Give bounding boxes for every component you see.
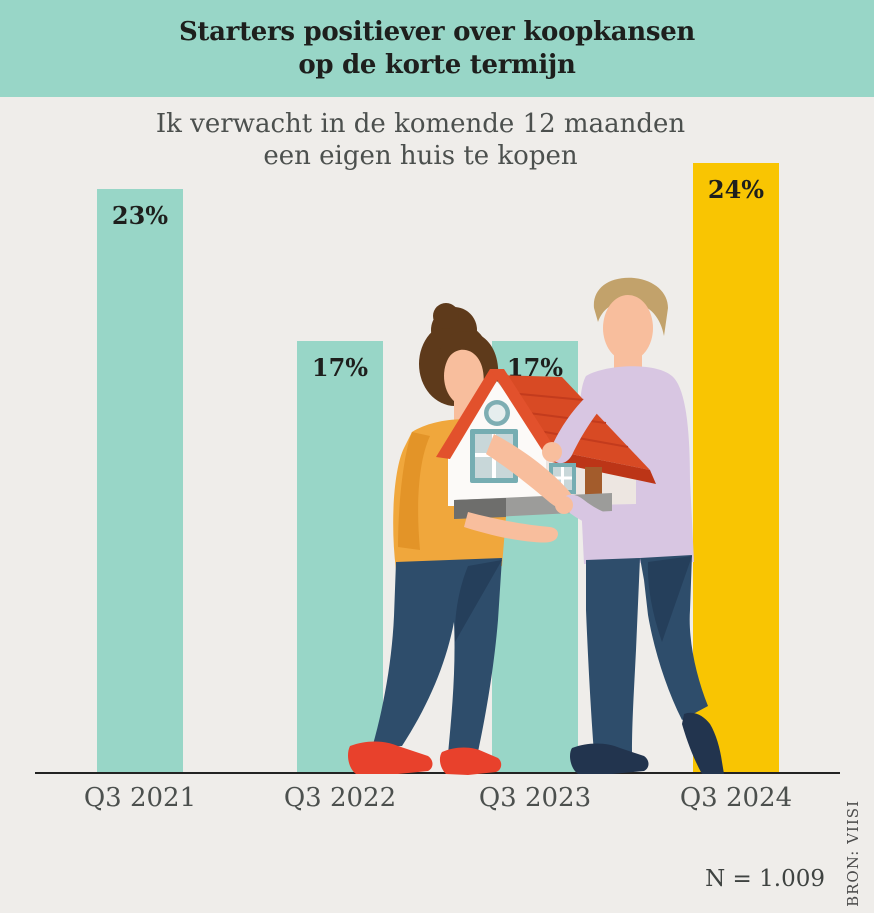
- x-axis-label-q3-2021: Q3 2021: [83, 783, 197, 813]
- x-axis-line: [35, 772, 840, 774]
- bar-value-label-q3-2021: 23%: [111, 201, 169, 230]
- bar-q3-2023: 17%: [492, 341, 578, 773]
- bar-value-label-q3-2022: 17%: [311, 353, 369, 382]
- bar-value-label-q3-2024: 24%: [707, 175, 765, 204]
- bar-value-label-q3-2023: 17%: [506, 353, 564, 382]
- bar-q3-2022: 17%: [297, 341, 383, 773]
- chart-subtitle-line-2: een eigen huis te kopen: [263, 141, 578, 171]
- x-axis-label-q3-2022: Q3 2022: [283, 783, 397, 813]
- x-axis-label-q3-2023: Q3 2023: [478, 783, 592, 813]
- page-title-line-2: op de korte termijn: [298, 49, 576, 80]
- source-credit: BRON: VIISI: [844, 800, 862, 907]
- chart-subtitle: Ik verwacht in de komende 12 maanden een…: [0, 108, 841, 172]
- x-axis-label-q3-2024: Q3 2024: [679, 783, 793, 813]
- bar-q3-2024: 24%: [693, 163, 779, 773]
- chart-subtitle-line-1: Ik verwacht in de komende 12 maanden: [155, 109, 686, 139]
- sample-size-note: N = 1.009: [705, 866, 825, 892]
- bar-q3-2021: 23%: [97, 189, 183, 773]
- header-band: Starters positiever over koopkansen op d…: [0, 0, 874, 97]
- page-title-line-1: Starters positiever over koopkansen: [178, 16, 696, 47]
